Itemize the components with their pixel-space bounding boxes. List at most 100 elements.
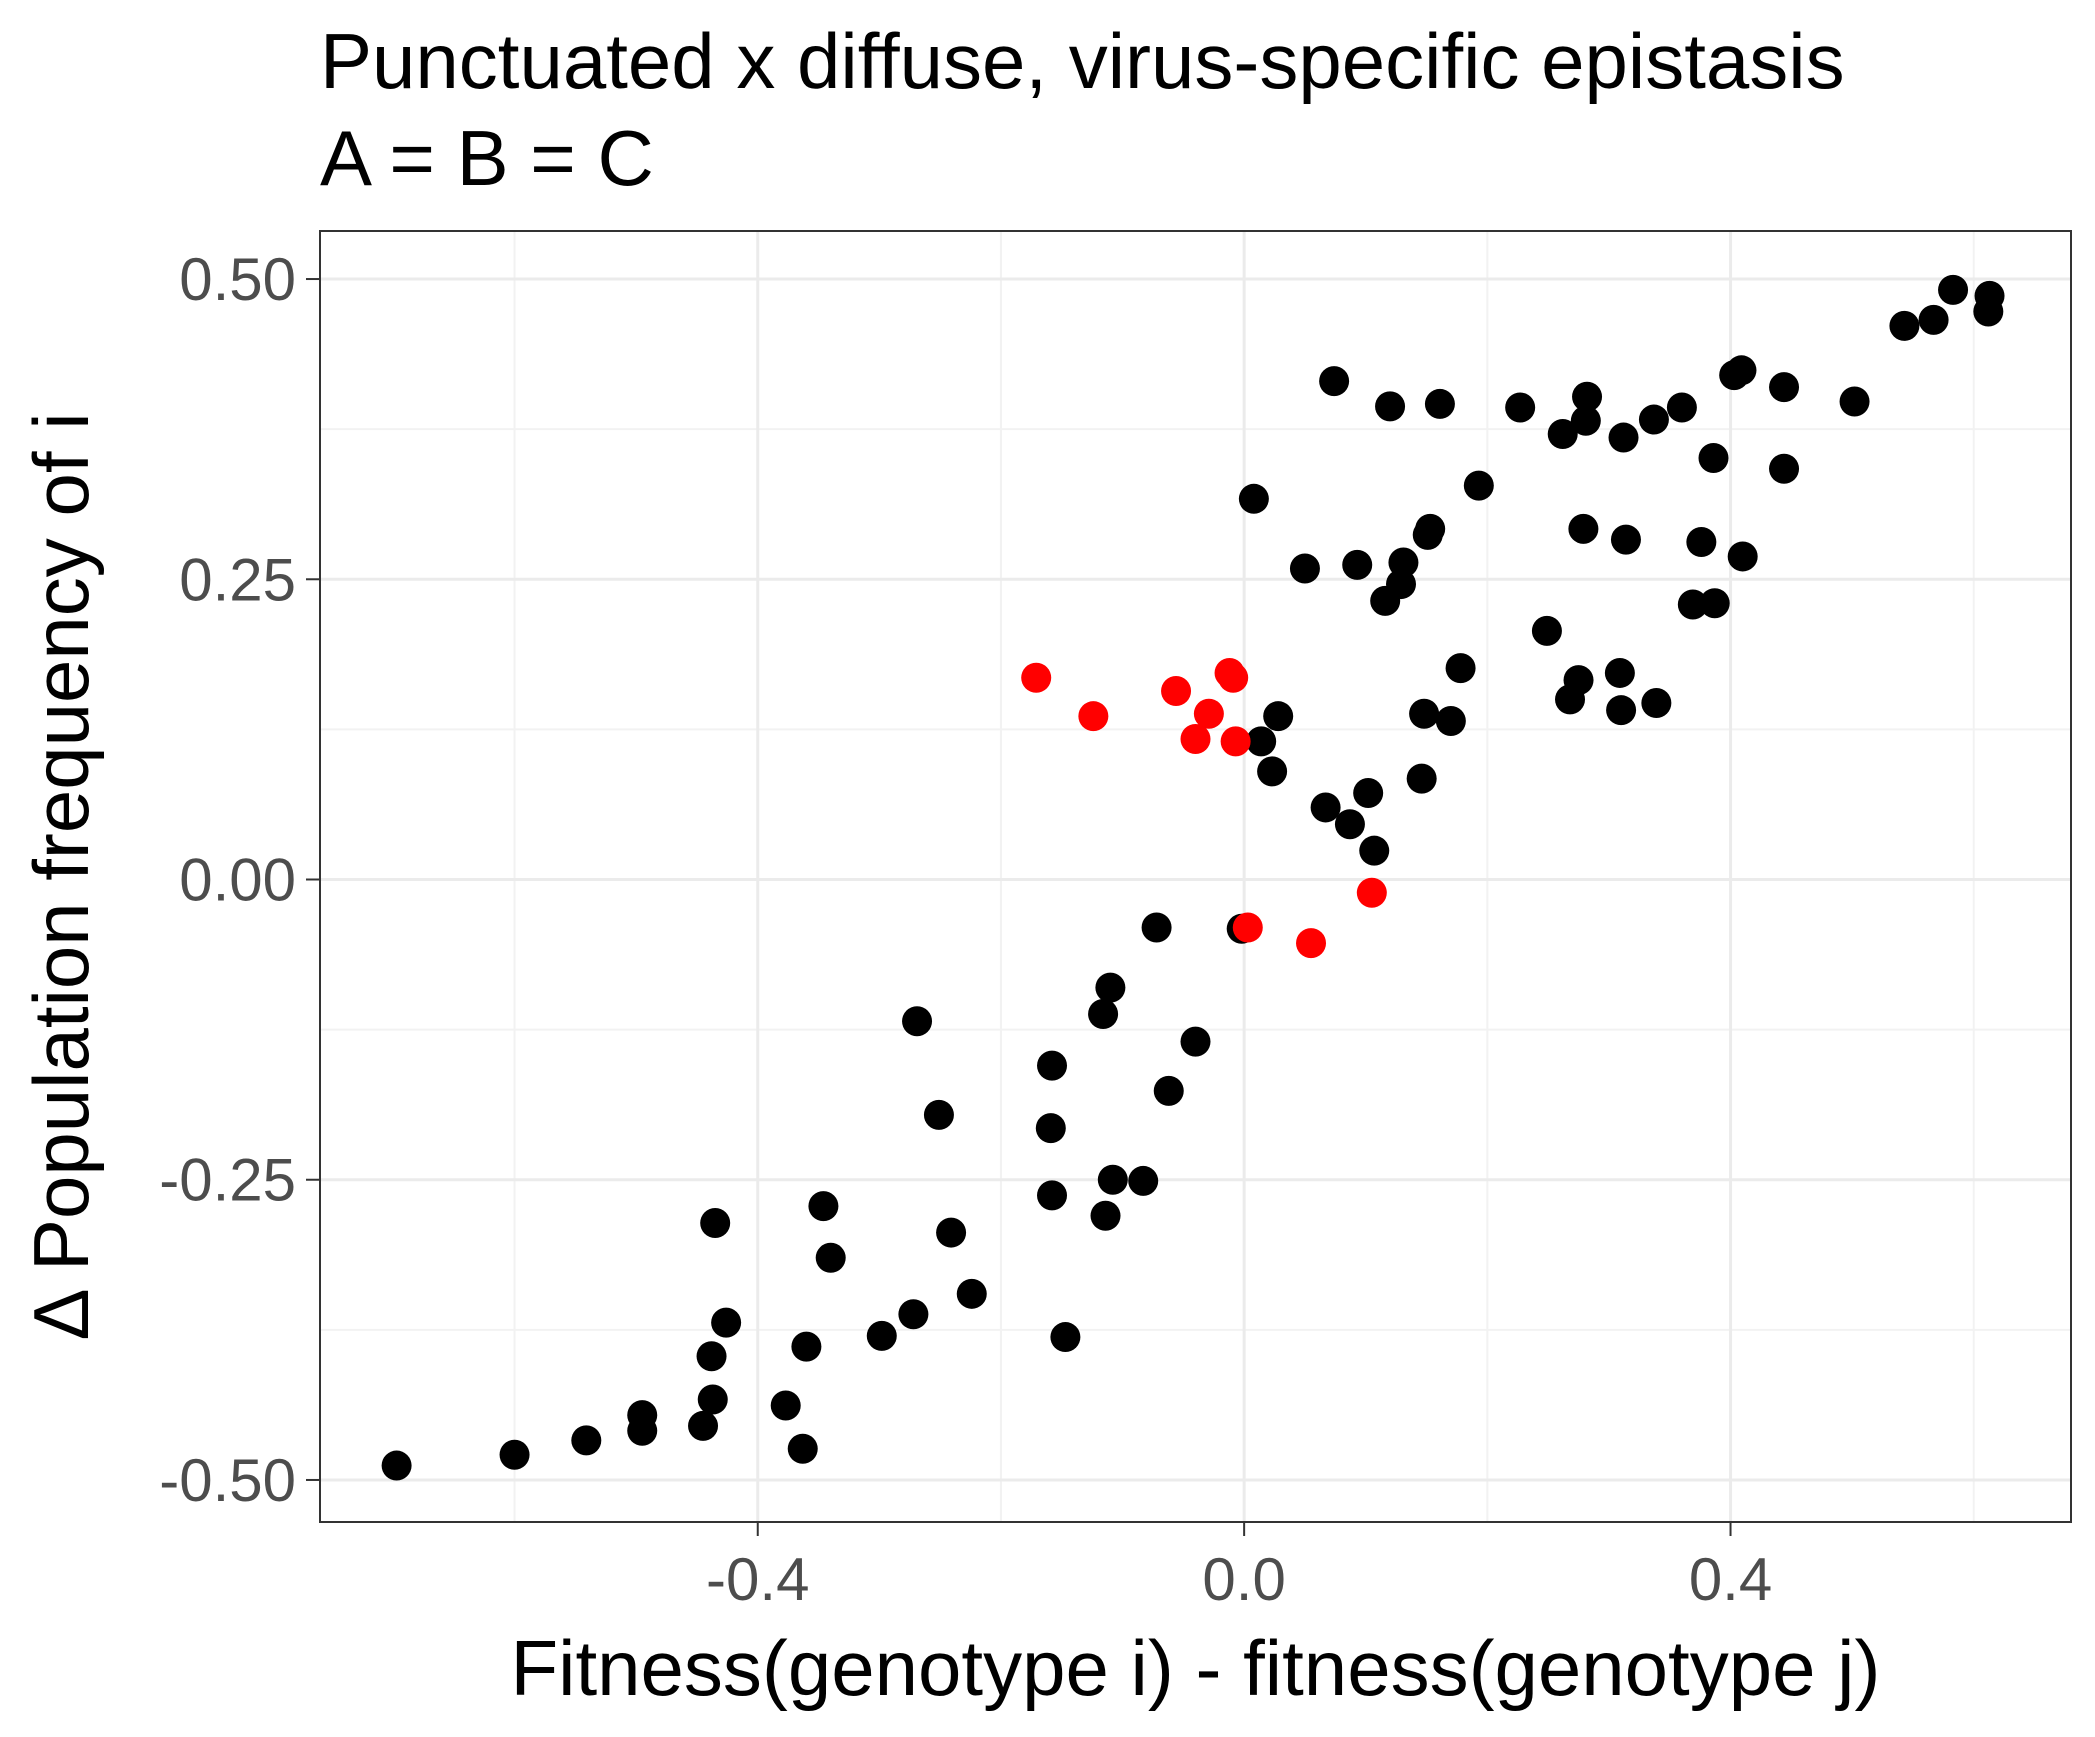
y-axis-ticks: 0.50 0.25 0.00 -0.25 -0.50 — [159, 246, 320, 1514]
data-point-black — [1415, 513, 1446, 544]
x-axis-title: Fitness(genotype i) - fitness(genotype j… — [511, 1624, 1881, 1712]
data-point-black — [1889, 310, 1920, 341]
data-point-black — [711, 1307, 742, 1338]
data-point-black — [1638, 404, 1669, 435]
data-point-black — [1547, 418, 1578, 449]
data-point-black — [1128, 1165, 1159, 1196]
data-point-black — [770, 1390, 801, 1421]
data-point-black — [1604, 657, 1635, 688]
data-point-black — [1097, 1164, 1128, 1195]
data-point-black — [1289, 553, 1320, 584]
data-point-black — [1608, 422, 1639, 453]
data-point-black — [1388, 547, 1419, 578]
data-point-black — [1409, 698, 1440, 729]
data-point-black — [902, 1006, 933, 1037]
data-point-black — [1563, 665, 1594, 696]
data-point-black — [1463, 470, 1494, 501]
x-tick-label: 0.4 — [1689, 1546, 1772, 1613]
data-point-black — [791, 1331, 822, 1362]
y-tick-label: -0.50 — [159, 1447, 296, 1514]
data-point-red — [1218, 662, 1249, 693]
data-point-black — [1037, 1050, 1068, 1081]
data-point-black — [787, 1433, 818, 1464]
data-point-black — [627, 1415, 658, 1446]
data-point-black — [1095, 972, 1126, 1003]
data-point-black — [1319, 366, 1350, 397]
y-tick-label: -0.25 — [159, 1147, 296, 1214]
data-points — [381, 274, 2005, 1481]
data-point-black — [1698, 442, 1729, 473]
data-point-black — [1424, 388, 1455, 419]
chart-title-line-2: A = B = C — [320, 114, 654, 202]
data-point-black — [936, 1217, 967, 1248]
data-point-black — [808, 1191, 839, 1222]
data-point-black — [499, 1439, 530, 1470]
data-point-black — [1699, 588, 1730, 619]
data-point-black — [381, 1450, 412, 1481]
data-point-black — [1606, 695, 1637, 726]
data-point-black — [1090, 1200, 1121, 1231]
data-point-black — [1727, 541, 1758, 572]
y-tick-label: 0.00 — [179, 847, 296, 914]
data-point-black — [1257, 756, 1288, 787]
data-point-red — [1180, 723, 1211, 754]
data-point-black — [1769, 372, 1800, 403]
data-point-black — [1531, 615, 1562, 646]
data-point-black — [1246, 726, 1277, 757]
data-point-black — [1974, 280, 2005, 311]
data-point-black — [700, 1207, 731, 1238]
data-point-black — [1037, 1180, 1068, 1211]
data-point-black — [1050, 1322, 1081, 1353]
data-point-black — [1353, 778, 1384, 809]
data-point-black — [697, 1384, 728, 1415]
data-point-black — [1435, 705, 1466, 736]
data-point-black — [1568, 513, 1599, 544]
data-point-red — [1296, 928, 1327, 959]
data-point-black — [866, 1320, 897, 1351]
data-point-black — [1342, 549, 1373, 580]
data-point-black — [688, 1410, 719, 1441]
data-point-black — [1153, 1075, 1184, 1106]
data-point-red — [1078, 701, 1109, 732]
x-axis-ticks: -0.4 0.0 0.4 — [706, 1522, 1772, 1613]
data-point-red — [1193, 698, 1224, 729]
x-tick-label: -0.4 — [706, 1546, 809, 1613]
data-point-black — [1334, 809, 1365, 840]
data-point-black — [1666, 392, 1697, 423]
x-tick-label: 0.0 — [1202, 1546, 1285, 1613]
plot-panel-border — [319, 230, 2072, 1523]
data-point-black — [1310, 792, 1341, 823]
data-point-black — [1918, 304, 1949, 335]
data-point-black — [1141, 912, 1172, 943]
data-point-red — [1220, 726, 1251, 757]
data-point-black — [1938, 274, 1969, 305]
data-point-red — [1356, 877, 1387, 908]
chart-title-line-1: Punctuated x diffuse, virus-specific epi… — [320, 17, 1845, 105]
data-point-red — [1232, 912, 1263, 943]
data-point-red — [1021, 662, 1052, 693]
data-point-black — [923, 1099, 954, 1130]
data-point-black — [1359, 835, 1390, 866]
data-point-black — [1572, 381, 1603, 412]
data-point-black — [1641, 687, 1672, 718]
y-tick-label: 0.50 — [179, 246, 296, 313]
y-tick-label: 0.25 — [179, 546, 296, 613]
data-point-black — [815, 1242, 846, 1273]
data-point-black — [1088, 999, 1119, 1030]
data-point-black — [1035, 1113, 1066, 1144]
data-point-black — [1375, 391, 1406, 422]
data-point-black — [696, 1341, 727, 1372]
data-point-black — [1726, 355, 1757, 386]
data-point-black — [1769, 453, 1800, 484]
data-point-black — [1610, 524, 1641, 555]
data-point-black — [1238, 483, 1269, 514]
data-point-black — [956, 1278, 987, 1309]
data-point-black — [1686, 527, 1717, 558]
data-point-black — [1677, 589, 1708, 620]
major-gridlines — [320, 231, 2071, 1522]
data-point-black — [1570, 405, 1601, 436]
data-point-black — [1180, 1026, 1211, 1057]
data-point-black — [1445, 653, 1476, 684]
data-point-black — [1406, 763, 1437, 794]
